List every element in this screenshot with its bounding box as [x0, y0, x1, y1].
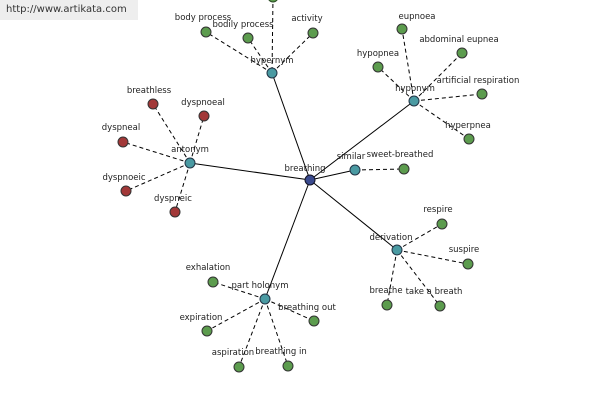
leaf-label: breathless — [127, 86, 172, 96]
watermark: http://www.artikata.com — [0, 0, 138, 20]
leaf-node — [476, 88, 488, 100]
relation-node — [408, 95, 420, 107]
leaf-node — [120, 185, 132, 197]
leaf-label: expiration — [180, 313, 223, 323]
center-label: breathing — [284, 164, 325, 174]
edge — [386, 249, 398, 306]
relation-label: derivation — [369, 233, 412, 243]
edge — [238, 298, 266, 368]
leaf-node — [169, 206, 181, 218]
edge — [264, 179, 311, 300]
edge — [413, 52, 463, 102]
relation-node — [391, 244, 403, 256]
leaf-label: respire — [423, 205, 452, 215]
edge — [396, 249, 441, 307]
edge — [309, 179, 398, 251]
node — [268, 0, 278, 3]
edge — [396, 223, 443, 251]
leaf-node — [434, 300, 446, 312]
leaf-label: aspiration — [212, 348, 254, 358]
edge — [413, 100, 470, 140]
leaf-node — [396, 23, 408, 35]
edge — [247, 37, 273, 74]
leaf-label: suspire — [449, 245, 480, 255]
leaf-node — [456, 47, 468, 59]
leaf-label: bodily process — [212, 20, 274, 30]
leaf-node — [463, 133, 475, 145]
leaf-node — [117, 136, 129, 148]
relation-node — [266, 67, 278, 79]
edge — [189, 115, 205, 164]
leaf-label: body process — [175, 13, 232, 23]
leaf-node — [308, 315, 320, 327]
leaf-label: dyspneal — [102, 123, 140, 133]
leaf-node — [372, 61, 384, 73]
relation-label: hypernym — [250, 56, 293, 66]
edge — [264, 298, 289, 367]
leaf-label: take a breath — [406, 287, 463, 297]
edge — [271, 72, 311, 181]
edge — [264, 298, 315, 322]
leaf-label: abdominal eupnea — [419, 35, 498, 45]
leaf-node — [462, 258, 474, 270]
leaf-label: dyspneic — [154, 194, 192, 204]
edge — [354, 168, 405, 171]
leaf-node — [398, 163, 410, 175]
leaf-node — [381, 299, 393, 311]
leaf-label: dyspnoeal — [181, 98, 225, 108]
leaf-node — [307, 27, 319, 39]
relation-node — [259, 293, 271, 305]
leaf-node — [436, 218, 448, 230]
edge — [212, 281, 266, 300]
edge — [309, 169, 356, 181]
leaf-label: breathe — [369, 286, 402, 296]
relation-label: similar — [337, 152, 366, 162]
leaf-label: sweet-breathed — [367, 150, 434, 160]
edge — [122, 141, 191, 164]
relation-label: antonym — [171, 145, 209, 155]
relation-node — [184, 157, 196, 169]
edge — [174, 162, 191, 213]
edge — [271, 32, 314, 74]
leaf-label: eupnoea — [398, 12, 435, 22]
relation-label: hyponym — [395, 84, 435, 94]
leaf-node — [242, 32, 254, 44]
edge — [189, 162, 311, 181]
leaf-label: artificial respiration — [437, 76, 520, 86]
leaf-node — [200, 26, 212, 38]
leaf-node — [207, 276, 219, 288]
center-node — [304, 174, 316, 186]
relation-node — [349, 164, 361, 176]
leaf-label: breathing in — [255, 347, 306, 357]
relation-label: part holonym — [232, 281, 289, 291]
leaf-label: hypopnea — [357, 49, 399, 59]
edge — [401, 28, 415, 102]
leaf-label: activity — [291, 14, 322, 24]
edge — [205, 31, 273, 74]
leaf-node — [147, 98, 159, 110]
edge — [309, 100, 415, 181]
edge — [396, 249, 469, 265]
edge — [271, 0, 274, 74]
edge — [413, 93, 483, 102]
leaf-node — [198, 110, 210, 122]
edge — [377, 66, 415, 102]
leaf-node — [201, 325, 213, 337]
leaf-label: dyspnoeic — [102, 173, 145, 183]
leaf-label: breathing out — [278, 303, 336, 313]
edge — [125, 162, 191, 192]
leaf-node — [233, 361, 245, 373]
leaf-node — [282, 360, 294, 372]
leaf-label: exhalation — [186, 263, 231, 273]
edge — [152, 103, 191, 164]
leaf-label: hyperpnea — [445, 121, 491, 131]
